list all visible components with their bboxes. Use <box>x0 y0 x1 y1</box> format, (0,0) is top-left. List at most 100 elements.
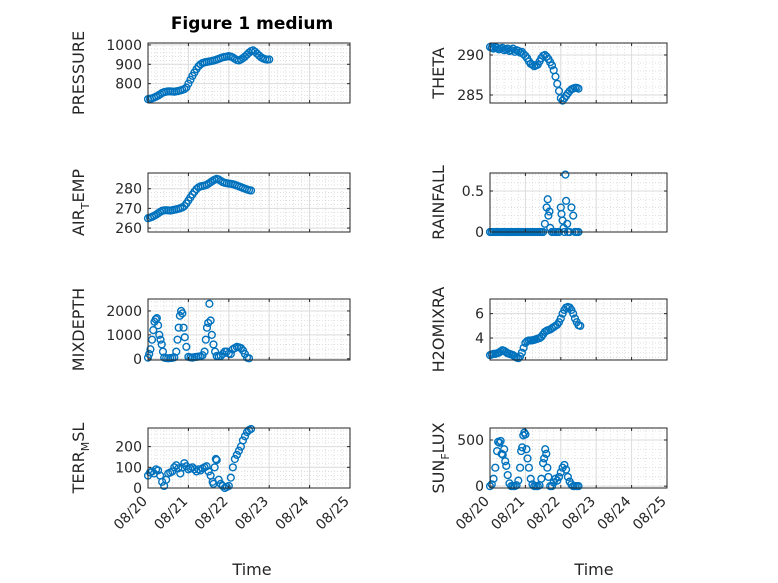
y-tick-label: 1000 <box>106 38 142 54</box>
data-point <box>226 473 235 482</box>
y-tick-label: 280 <box>115 182 142 198</box>
y-axis-label: AIRTEMP <box>69 169 92 236</box>
axes-box <box>147 427 351 489</box>
y-axis-label-main: H2OMIXRA <box>429 287 448 373</box>
data-point <box>244 354 254 363</box>
y-axis-label: RAINFALL <box>429 165 448 240</box>
data-point <box>180 84 189 94</box>
data-point <box>551 72 560 81</box>
y-axis-label-main: AIR <box>69 209 88 236</box>
y-tick-label: 500 <box>457 433 484 449</box>
data-point <box>230 454 239 464</box>
data-point <box>554 86 564 96</box>
data-point <box>553 79 562 88</box>
data-point <box>543 463 552 472</box>
data-point <box>560 460 569 470</box>
data-point <box>537 474 546 483</box>
y-tick-label: 6 <box>475 307 484 323</box>
y-axis-label-subscript: M <box>79 442 92 452</box>
data-point <box>172 347 181 356</box>
y-axis-label-main: MIXDEPTH <box>69 288 88 371</box>
data-point <box>562 465 571 474</box>
data-point <box>206 316 215 325</box>
y-axis-label-main: SUN <box>429 460 448 494</box>
data-point <box>515 463 525 472</box>
data-point <box>202 462 211 471</box>
y-tick-label: 290 <box>457 48 484 64</box>
data-point <box>240 432 250 441</box>
data-point <box>146 345 155 354</box>
axes-pressure: 800 900 1000 PRESSURE <box>69 31 351 115</box>
data-point <box>547 61 557 70</box>
axes-box <box>489 42 668 104</box>
data-point <box>517 446 526 456</box>
data-point <box>207 330 216 339</box>
data-point <box>216 351 225 361</box>
data-point <box>576 321 585 330</box>
y-axis-label: H2OMIXRA <box>429 287 448 373</box>
data-point <box>202 323 212 332</box>
data-point <box>154 466 163 475</box>
data-point <box>567 203 576 212</box>
y-axis-label-main: TERR <box>69 451 88 494</box>
data-point <box>538 458 548 468</box>
y-axis-label: MIXDEPTH <box>69 288 88 371</box>
y-tick-label: 800 <box>115 77 142 93</box>
data-point <box>218 481 227 491</box>
x-axis-label-left: Time <box>231 560 271 579</box>
data-point <box>170 463 179 472</box>
y-tick-label: 2000 <box>106 304 142 320</box>
data-point <box>524 463 534 472</box>
data-point <box>228 463 237 472</box>
data-point <box>178 309 187 318</box>
y-axis-label: THETA <box>429 47 448 99</box>
data-point <box>563 219 572 228</box>
data-point <box>544 211 553 220</box>
plot-area <box>148 173 350 232</box>
data-point <box>514 476 523 485</box>
y-axis-label-suffix: SL <box>69 423 88 442</box>
data-point <box>158 477 167 486</box>
y-axis-label-subscript: F <box>439 453 452 459</box>
plot-area <box>148 428 350 488</box>
data-point <box>496 347 505 356</box>
data-point <box>186 75 195 84</box>
y-axis-label-main: PRESSURE <box>69 31 88 115</box>
axes-box <box>489 298 668 361</box>
y-axis-label-suffix: EMP <box>69 169 88 203</box>
x-axis-label-right: Time <box>573 560 613 579</box>
data-point <box>574 84 583 93</box>
data-point <box>554 472 564 482</box>
figure-title: Figure 1 medium <box>171 14 333 34</box>
data-point <box>569 211 578 220</box>
y-axis-label: TERRMSL <box>69 423 92 495</box>
axes-box <box>489 427 668 489</box>
data-point <box>149 325 158 335</box>
data-point <box>173 335 182 344</box>
axes-h2omixra: 4 6 H2OMIXRA <box>429 287 668 373</box>
data-point <box>519 343 528 352</box>
plot-area <box>490 428 667 488</box>
y-axis-label-suffix: LUX <box>429 422 448 453</box>
data-point <box>236 343 246 353</box>
data-point <box>145 349 154 359</box>
y-tick-label: 270 <box>115 201 142 217</box>
data-point <box>521 430 530 439</box>
data-point <box>544 472 553 482</box>
y-axis-label: SUNFLUX <box>429 422 452 493</box>
data-point <box>526 474 535 483</box>
data-point <box>246 424 256 434</box>
data-point <box>182 342 191 351</box>
data-point <box>184 79 193 88</box>
y-tick-label: 285 <box>457 88 484 104</box>
data-point <box>246 186 256 195</box>
y-tick-label: 1000 <box>106 328 142 344</box>
data-point <box>204 467 213 476</box>
data-point <box>523 454 532 463</box>
data-point <box>180 333 189 342</box>
data-point <box>540 454 549 463</box>
data-point <box>201 335 210 344</box>
data-point <box>204 318 213 328</box>
axes-box <box>147 298 351 361</box>
data-point <box>210 463 219 472</box>
